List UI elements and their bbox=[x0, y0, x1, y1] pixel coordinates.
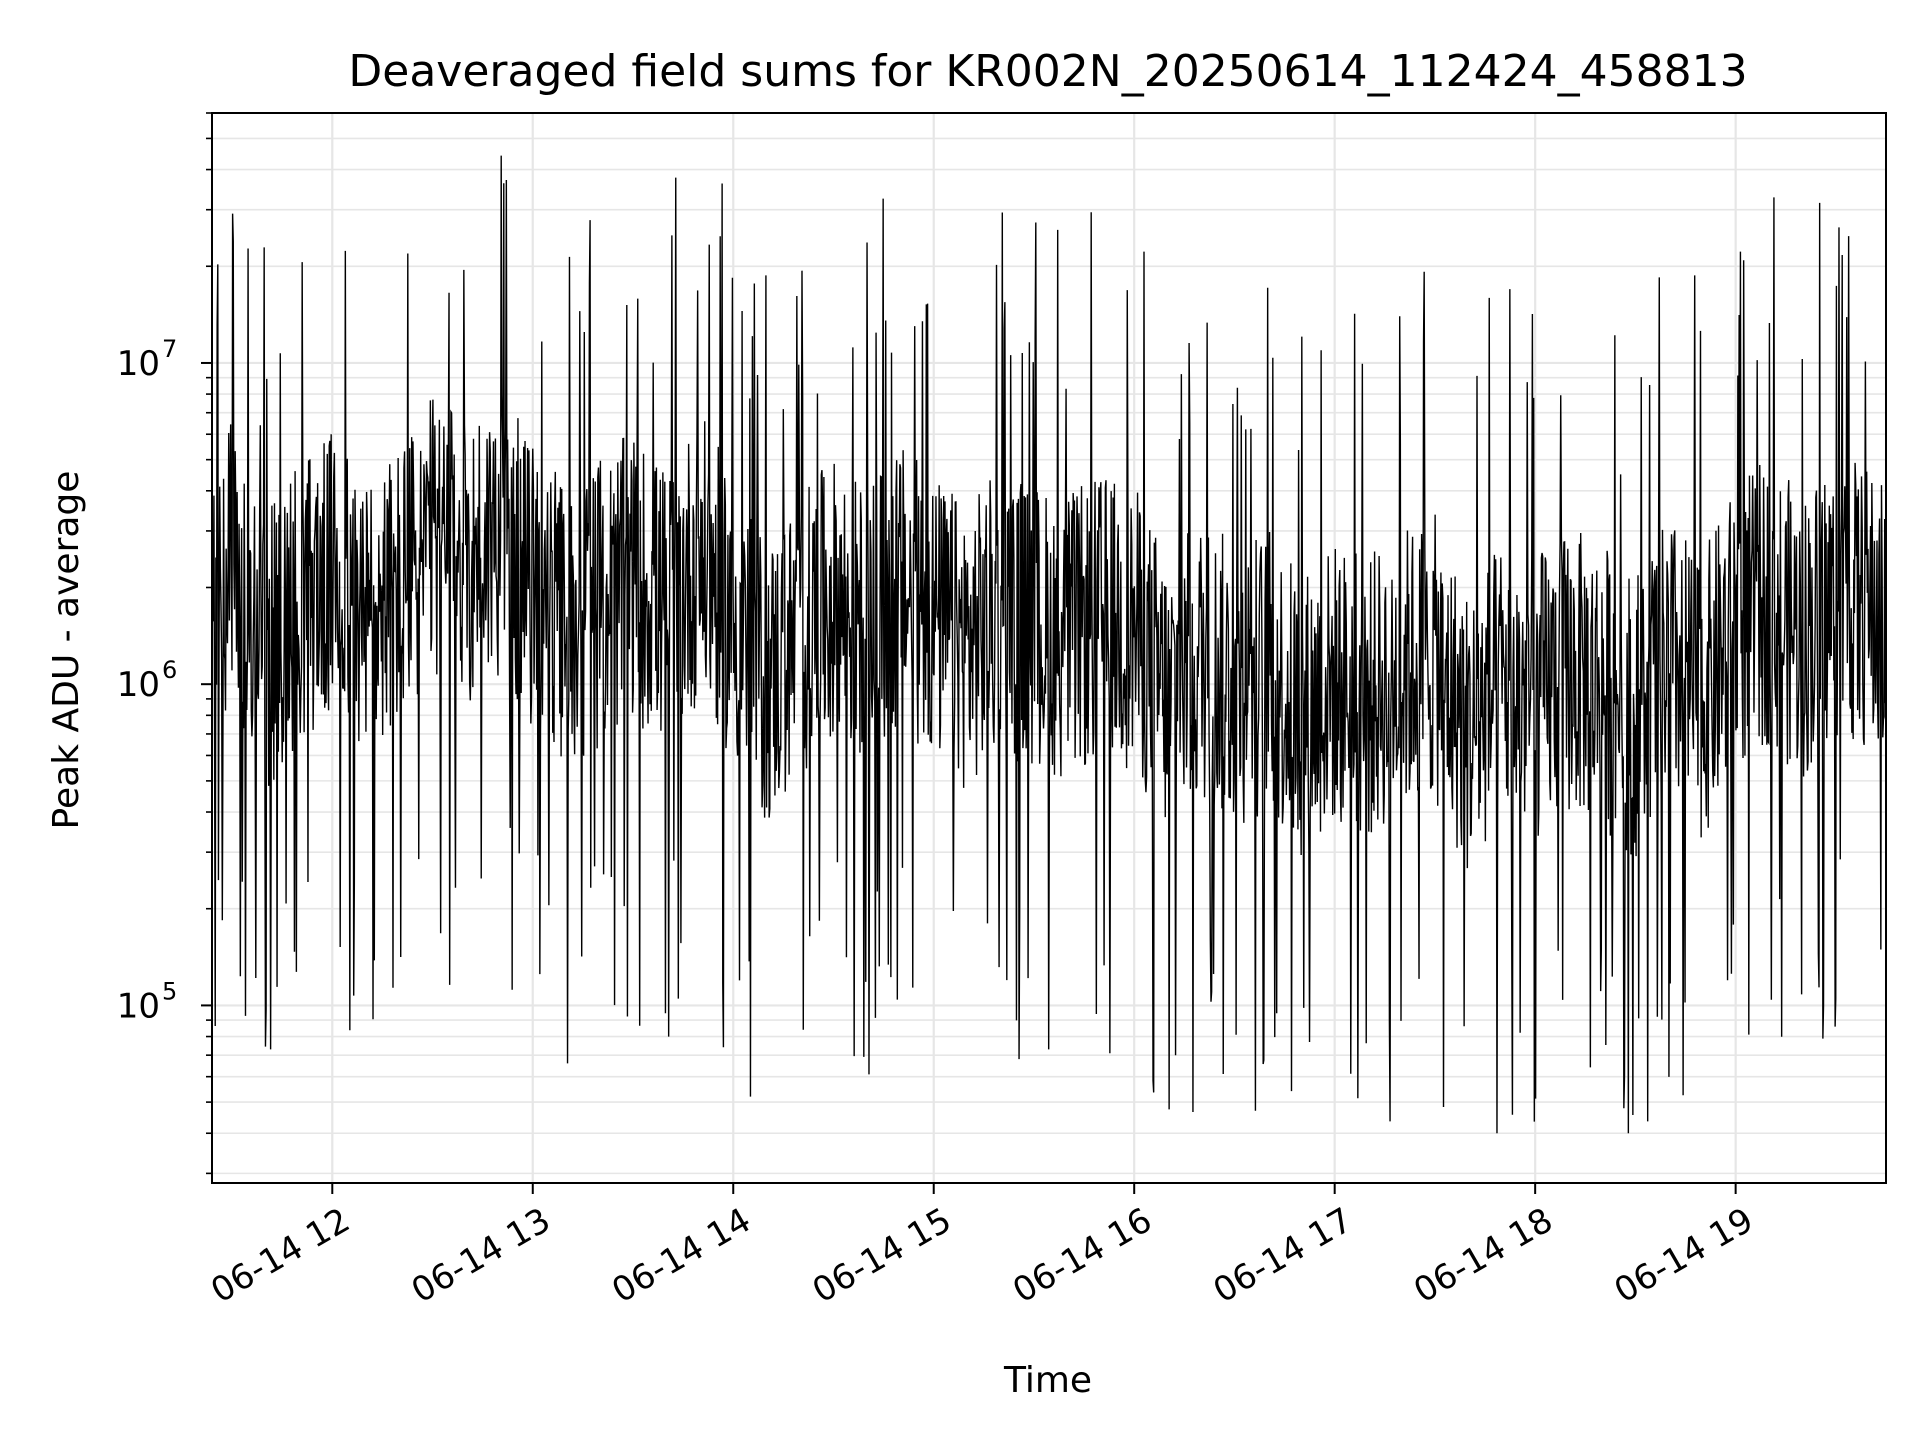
series-line bbox=[211, 155, 1887, 1134]
y-tick-exponent: 6 bbox=[162, 656, 177, 684]
x-axis-label: Time bbox=[1003, 1360, 1092, 1401]
y-tick-label: 10 bbox=[117, 665, 160, 705]
y-tick-exponent: 7 bbox=[162, 335, 177, 363]
y-tick-label: 10 bbox=[117, 986, 160, 1026]
chart-title: Deaveraged field sums for KR002N_2025061… bbox=[348, 46, 1747, 97]
series-line-group bbox=[211, 155, 1887, 1134]
y-tick-label: 10 bbox=[117, 344, 160, 384]
plot-frame bbox=[211, 112, 1887, 1184]
y-tick-exponent: 5 bbox=[162, 977, 177, 1005]
y-axis-label: Peak ADU - average bbox=[46, 471, 87, 830]
